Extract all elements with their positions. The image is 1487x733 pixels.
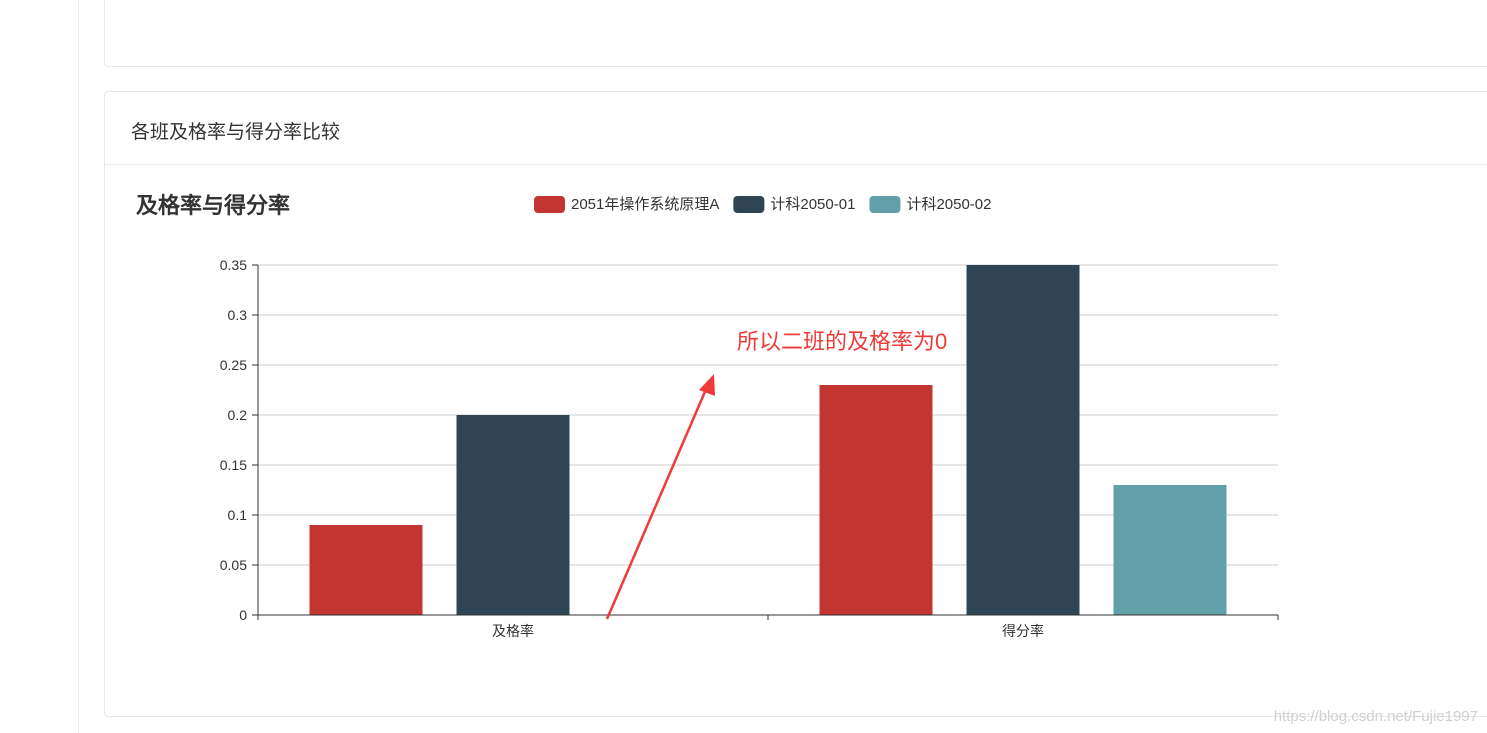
x-tick-label: 得分率	[1002, 623, 1044, 639]
y-tick-label: 0.15	[220, 457, 247, 473]
legend-swatch	[869, 196, 901, 213]
x-tick-label: 及格率	[492, 623, 534, 639]
previous-card	[104, 0, 1487, 67]
y-tick-label: 0.35	[220, 257, 247, 273]
legend-swatch	[534, 196, 565, 213]
y-tick-label: 0.1	[228, 507, 248, 523]
grid-lines	[258, 264, 1278, 566]
y-tick-label: 0	[239, 607, 247, 623]
left-sidebar	[0, 0, 79, 733]
bars	[309, 265, 1227, 615]
annotation: 所以二班的及格率为0	[605, 329, 947, 620]
annotation-text: 所以二班的及格率为0	[737, 329, 947, 354]
bar[interactable]	[456, 415, 570, 615]
watermark: https://blog.csdn.net/Fujie1997	[1273, 708, 1478, 725]
card-title: 各班及格率与得分率比较	[131, 122, 341, 143]
legend-label: 计科2050-02	[906, 196, 991, 213]
chart-title: 及格率与得分率	[136, 193, 290, 218]
bar[interactable]	[966, 265, 1080, 615]
bar-chart: 及格率与得分率 2051年操作系统原理A 计科2050-01 计科2050-02 0…	[136, 193, 1279, 639]
y-tick-label: 0.3	[228, 307, 248, 323]
bar[interactable]	[309, 525, 423, 615]
legend-label: 计科2050-01	[770, 196, 855, 213]
legend-item[interactable]: 计科2050-02	[869, 196, 992, 213]
legend-item[interactable]: 2051年操作系统原理A	[534, 196, 719, 213]
annotation-arrow-head	[699, 374, 715, 396]
bar[interactable]	[1113, 485, 1227, 615]
card-header: 各班及格率与得分率比较	[105, 92, 1487, 165]
y-tick-label: 0.05	[220, 557, 247, 573]
y-tick-label: 0.25	[220, 357, 247, 373]
axes: 0 0.05 0.1 0.15 0.2 0.25 0.3 0.35 及格率 得分率	[220, 257, 1279, 639]
legend-label: 2051年操作系统原理A	[571, 196, 719, 213]
legend-item[interactable]: 计科2050-01	[733, 196, 855, 213]
annotation-arrow-shaft	[605, 386, 709, 620]
chart-legend: 2051年操作系统原理A 计科2050-01 计科2050-02	[534, 196, 992, 213]
y-tick-label: 0.2	[228, 407, 248, 423]
legend-swatch	[733, 196, 765, 213]
bar[interactable]	[819, 385, 933, 615]
